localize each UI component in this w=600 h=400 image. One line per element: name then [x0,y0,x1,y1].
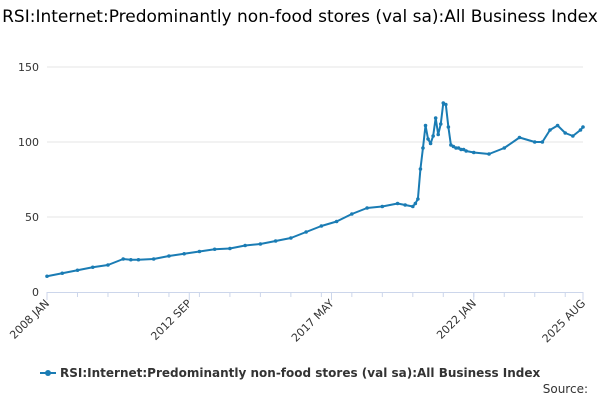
data-point[interactable] [289,236,293,240]
data-point[interactable] [532,140,537,144]
data-point[interactable] [106,263,110,267]
data-point[interactable] [487,152,491,156]
data-point[interactable] [197,249,202,254]
data-point[interactable] [423,123,428,128]
data-point[interactable] [563,131,568,135]
data-point[interactable] [365,206,369,210]
data-point[interactable] [438,122,443,126]
data-point[interactable] [75,268,80,273]
data-point[interactable] [517,135,522,140]
data-point[interactable] [129,257,133,262]
data-point[interactable] [446,125,451,129]
series-line[interactable] [46,102,584,278]
data-point[interactable] [90,265,95,270]
data-point[interactable] [471,150,476,155]
data-point[interactable] [403,203,407,207]
data-point[interactable] [454,146,458,150]
data-point[interactable] [411,204,415,209]
data-point[interactable] [258,242,263,246]
data-point[interactable] [380,204,385,209]
data-point[interactable] [334,219,339,224]
y-tick-label: 50 [25,211,39,224]
data-point[interactable] [273,239,278,243]
data-point[interactable] [555,123,560,128]
data-point[interactable] [433,116,438,120]
data-point[interactable] [459,147,463,152]
data-point[interactable] [121,257,126,261]
data-point[interactable] [167,254,171,258]
data-point[interactable] [426,137,430,141]
data-point[interactable] [136,257,141,262]
data-point[interactable] [243,243,247,248]
x-tick-label: 2017 MAY [289,297,337,345]
data-point[interactable] [212,247,217,252]
data-point[interactable] [413,201,418,206]
data-point[interactable] [431,134,435,138]
data-point[interactable] [304,230,308,234]
data-point[interactable] [45,274,49,279]
data-point[interactable] [319,224,324,228]
data-point[interactable] [444,102,448,107]
data-point[interactable] [502,146,507,150]
y-tick-label: 100 [18,136,39,149]
x-tick-label: 2025 AUG [540,297,589,346]
chart-title: RSI:Internet:Predominantly non-food stor… [2,7,598,27]
data-point[interactable] [421,146,425,150]
data-point[interactable] [540,140,545,144]
y-tick-label: 0 [32,286,39,299]
data-point[interactable] [395,201,400,206]
x-tick-label: 2012 SEP [148,297,194,343]
data-point[interactable] [60,271,65,276]
x-tick-label: 2022 JAN [434,297,479,342]
legend-marker-dot [45,370,51,376]
data-point[interactable] [428,141,433,146]
data-point[interactable] [182,251,186,256]
data-point[interactable] [464,149,468,153]
legend-label: RSI:Internet:Predominantly non-food stor… [60,366,541,380]
data-point[interactable] [418,167,423,171]
x-tick-label: 2008 JAN [7,297,52,342]
data-point[interactable] [350,212,354,216]
data-point[interactable] [548,128,552,132]
data-point[interactable] [151,257,156,261]
y-tick-label: 150 [18,61,39,74]
data-point[interactable] [436,132,441,137]
data-point[interactable] [571,134,575,138]
data-point[interactable] [416,197,420,201]
legend-marker-icon [40,367,56,379]
data-point[interactable] [228,246,232,251]
source-credit: Source: [542,382,588,396]
data-point[interactable] [581,125,585,129]
legend[interactable]: RSI:Internet:Predominantly non-food stor… [40,364,540,382]
data-point[interactable] [578,128,583,132]
